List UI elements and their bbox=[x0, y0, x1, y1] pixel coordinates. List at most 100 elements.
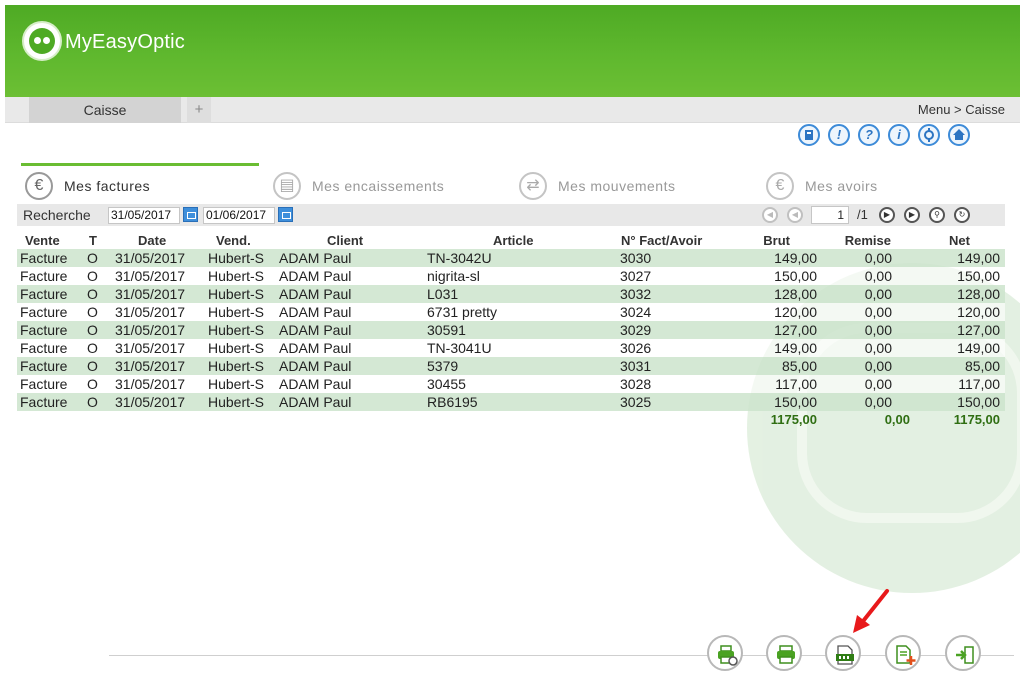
last-page-icon[interactable]: ▶ bbox=[904, 207, 920, 223]
calendar-icon[interactable] bbox=[183, 207, 198, 222]
help-icon[interactable]: ? bbox=[858, 124, 880, 146]
cell-fact: 3026 bbox=[620, 340, 652, 356]
home-icon[interactable] bbox=[948, 124, 970, 146]
tab-caisse[interactable]: Caisse bbox=[29, 97, 181, 123]
table-row[interactable]: Facture O 31/05/2017 Hubert-S ADAM Paul RB619… bbox=[17, 393, 1005, 411]
totals-row: 1175,00 0,00 1175,00 bbox=[17, 411, 1005, 429]
app-logo-icon bbox=[22, 21, 62, 61]
euro-icon: € bbox=[25, 172, 53, 200]
cell-vend: Hubert-S bbox=[208, 376, 265, 392]
active-section-indicator bbox=[21, 163, 259, 166]
app-header: MyEasyOptic bbox=[5, 5, 1020, 97]
cell-date: 31/05/2017 bbox=[115, 394, 186, 410]
add-tab-button[interactable]: + bbox=[187, 97, 211, 123]
cell-article: RB6195 bbox=[427, 394, 478, 410]
cell-remise: 0,00 bbox=[864, 250, 892, 266]
cell-client: ADAM Paul bbox=[279, 286, 352, 302]
cell-article: TN-3042U bbox=[427, 250, 492, 266]
bookmark-icon[interactable] bbox=[798, 124, 820, 146]
exit-button[interactable] bbox=[945, 635, 981, 671]
cell-vente: Facture bbox=[20, 268, 68, 284]
section-label: Mes encaissements bbox=[312, 178, 445, 194]
refresh-icon[interactable]: ↻ bbox=[954, 207, 970, 223]
print-button[interactable] bbox=[766, 635, 802, 671]
section-label: Mes factures bbox=[64, 178, 151, 194]
table-row[interactable]: Facture O 31/05/2017 Hubert-S ADAM Paul TN-30… bbox=[17, 339, 1005, 357]
print-icon bbox=[777, 645, 795, 664]
cell-net: 128,00 bbox=[957, 286, 1000, 302]
cell-client: ADAM Paul bbox=[279, 358, 352, 374]
total-remise: 0,00 bbox=[884, 412, 910, 427]
cell-client: ADAM Paul bbox=[279, 376, 352, 392]
column-header[interactable]: Client bbox=[327, 233, 364, 248]
column-header[interactable]: N° Fact/Avoir bbox=[621, 233, 703, 248]
cell-article: 30591 bbox=[427, 322, 466, 338]
cell-vend: Hubert-S bbox=[208, 394, 265, 410]
cell-remise: 0,00 bbox=[864, 286, 892, 302]
column-header[interactable]: T bbox=[89, 233, 97, 248]
app-window: MyEasyOptic Caisse + Menu > Caisse ! ? i… bbox=[5, 5, 1020, 687]
column-header[interactable]: Article bbox=[493, 233, 534, 248]
next-page-icon[interactable]: ▶ bbox=[879, 207, 895, 223]
column-header[interactable]: Vend. bbox=[216, 233, 251, 248]
cell-client: ADAM Paul bbox=[279, 304, 352, 320]
cell-brut: 150,00 bbox=[774, 394, 817, 410]
date-to-field[interactable]: 01/06/2017 bbox=[203, 207, 275, 224]
add-document-button[interactable] bbox=[885, 635, 921, 671]
cell-date: 31/05/2017 bbox=[115, 358, 186, 374]
page-number-input[interactable]: 1 bbox=[811, 206, 849, 224]
alert-icon[interactable]: ! bbox=[828, 124, 850, 146]
cell-fact: 3030 bbox=[620, 250, 652, 266]
table-row[interactable]: Facture O 31/05/2017 Hubert-S ADAM Paul 5379 3… bbox=[17, 357, 1005, 375]
search-label: Recherche bbox=[23, 207, 91, 223]
first-page-icon[interactable]: ◀ bbox=[762, 207, 778, 223]
cell-remise: 0,00 bbox=[864, 340, 892, 356]
section-label: Mes mouvements bbox=[558, 178, 676, 194]
cell-date: 31/05/2017 bbox=[115, 286, 186, 302]
print-timer-button[interactable] bbox=[707, 635, 743, 671]
date-from-field[interactable]: 31/05/2017 bbox=[108, 207, 180, 224]
cell-vente: Facture bbox=[20, 322, 68, 338]
column-header[interactable]: Net bbox=[949, 233, 970, 248]
csv-export-button[interactable] bbox=[825, 635, 861, 671]
csv-export-icon bbox=[836, 645, 854, 665]
table-row[interactable]: Facture O 31/05/2017 Hubert-S ADAM Paul nigri… bbox=[17, 267, 1005, 285]
column-header[interactable]: Vente bbox=[25, 233, 60, 248]
cell-net: 150,00 bbox=[957, 394, 1000, 410]
table-row[interactable]: Facture O 31/05/2017 Hubert-S ADAM Paul TN-30… bbox=[17, 249, 1005, 267]
settings-icon[interactable] bbox=[918, 124, 940, 146]
table-row[interactable]: Facture O 31/05/2017 Hubert-S ADAM Paul 30455… bbox=[17, 375, 1005, 393]
cell-fact: 3029 bbox=[620, 322, 652, 338]
column-header[interactable]: Brut bbox=[763, 233, 790, 248]
search-icon[interactable]: ⚲ bbox=[929, 207, 945, 223]
cell-remise: 0,00 bbox=[864, 376, 892, 392]
cell-date: 31/05/2017 bbox=[115, 376, 186, 392]
table-row[interactable]: Facture O 31/05/2017 Hubert-S ADAM Paul 30591… bbox=[17, 321, 1005, 339]
page-total: /1 bbox=[857, 207, 868, 222]
table-row[interactable]: Facture O 31/05/2017 Hubert-S ADAM Paul L031 3… bbox=[17, 285, 1005, 303]
cell-net: 149,00 bbox=[957, 250, 1000, 266]
cell-vend: Hubert-S bbox=[208, 340, 265, 356]
calendar-icon[interactable] bbox=[278, 207, 293, 222]
cell-fact: 3024 bbox=[620, 304, 652, 320]
cell-vend: Hubert-S bbox=[208, 322, 265, 338]
cell-article: nigrita-sl bbox=[427, 268, 480, 284]
previous-page-icon[interactable]: ◀ bbox=[787, 207, 803, 223]
cell-net: 120,00 bbox=[957, 304, 1000, 320]
cell-article: 6731 pretty bbox=[427, 304, 498, 320]
column-header[interactable]: Remise bbox=[844, 233, 891, 248]
cell-vend: Hubert-S bbox=[208, 268, 265, 284]
cell-brut: 150,00 bbox=[774, 268, 817, 284]
table-row[interactable]: Facture O 31/05/2017 Hubert-S ADAM Paul 6731 … bbox=[17, 303, 1005, 321]
cell-t: O bbox=[87, 250, 98, 266]
cell-article: TN-3041U bbox=[427, 340, 492, 356]
cell-net: 150,00 bbox=[957, 268, 1000, 284]
register-icon: ▤ bbox=[273, 172, 301, 200]
cell-remise: 0,00 bbox=[864, 358, 892, 374]
cell-brut: 117,00 bbox=[775, 376, 817, 392]
cell-remise: 0,00 bbox=[864, 304, 892, 320]
breadcrumb: Menu > Caisse bbox=[917, 102, 1005, 117]
column-header[interactable]: Date bbox=[138, 233, 167, 248]
search-bar: Recherche 31/05/2017 01/06/2017 ◀ ◀ 1 /1… bbox=[17, 204, 1005, 226]
info-icon[interactable]: i bbox=[888, 124, 910, 146]
